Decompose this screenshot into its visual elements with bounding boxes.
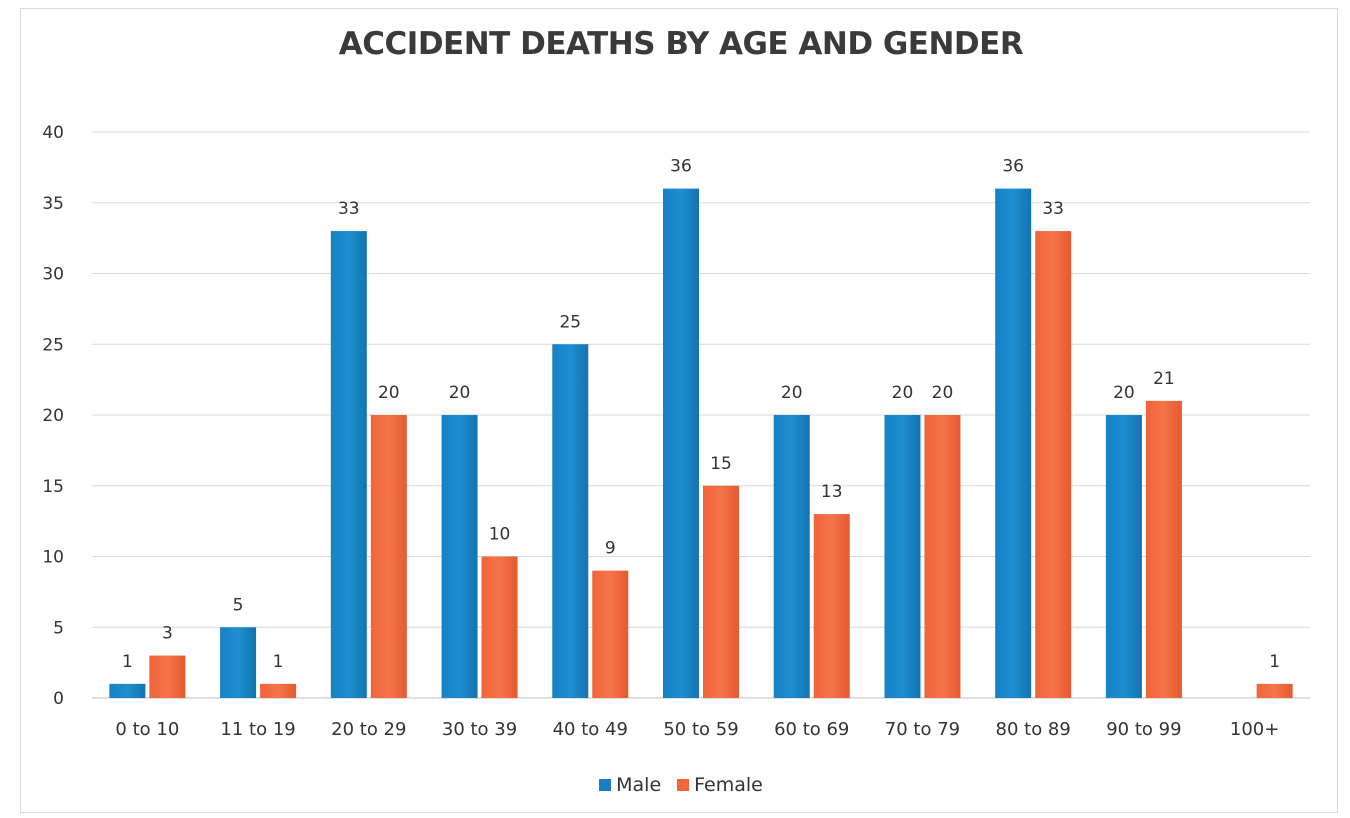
data-label-male: 33 xyxy=(338,199,360,219)
y-axis-tick-labels: 0 5 10 15 20 25 30 35 40 xyxy=(42,123,64,709)
bar-male xyxy=(109,683,146,698)
bar-female xyxy=(149,655,186,698)
data-label-female: 1 xyxy=(1269,652,1280,672)
data-label-male: 36 xyxy=(1002,157,1024,177)
y-tick-label: 0 xyxy=(53,689,64,709)
data-label-male: 25 xyxy=(559,312,581,332)
data-label-male: 20 xyxy=(1113,383,1135,403)
x-tick-label: 90 to 99 xyxy=(1106,719,1181,740)
y-tick-label: 25 xyxy=(42,335,64,355)
x-tick-label: 30 to 39 xyxy=(442,719,517,740)
legend: Male Female xyxy=(0,774,1350,796)
bar-male xyxy=(330,231,367,699)
y-tick-label: 35 xyxy=(42,194,64,214)
legend-item-female: Female xyxy=(677,774,763,796)
bar-male xyxy=(884,415,921,698)
bar-male xyxy=(995,188,1032,698)
x-tick-label: 60 to 69 xyxy=(774,719,849,740)
bar-female xyxy=(1035,231,1072,699)
data-label-male: 20 xyxy=(449,383,471,403)
data-label-female: 21 xyxy=(1153,369,1175,389)
bars xyxy=(109,188,1293,699)
y-tick-label: 5 xyxy=(53,618,64,638)
bar-female xyxy=(1256,683,1293,698)
legend-item-male: Male xyxy=(599,774,661,796)
x-tick-label: 70 to 79 xyxy=(885,719,960,740)
bar-male xyxy=(220,627,257,698)
x-axis-tick-labels: 0 to 10 11 to 19 20 to 29 30 to 39 40 to 49 5… xyxy=(115,719,1279,740)
data-label-female: 15 xyxy=(710,454,732,474)
bar-female xyxy=(370,415,407,698)
y-tick-label: 20 xyxy=(42,406,64,426)
legend-swatch-male xyxy=(599,779,612,791)
bar-male xyxy=(552,344,589,698)
bar-female xyxy=(481,556,518,698)
bar-female xyxy=(703,485,739,698)
data-label-male: 1 xyxy=(122,652,133,672)
y-tick-label: 30 xyxy=(42,265,64,285)
bar-male xyxy=(773,415,810,698)
bar-female xyxy=(592,570,629,698)
bar-male xyxy=(441,415,478,698)
data-label-male: 20 xyxy=(892,383,914,403)
y-tick-label: 40 xyxy=(42,123,64,143)
data-label-female: 13 xyxy=(821,482,843,502)
data-label-female: 10 xyxy=(489,525,511,545)
x-tick-label: 40 to 49 xyxy=(553,719,628,740)
x-tick-label: 11 to 19 xyxy=(220,719,295,740)
data-label-male: 20 xyxy=(781,383,803,403)
x-tick-label: 50 to 59 xyxy=(663,719,738,740)
bar-male xyxy=(663,188,699,698)
data-label-male: 5 xyxy=(233,595,244,615)
x-tick-label: 100+ xyxy=(1230,719,1279,740)
bar-female xyxy=(813,514,850,698)
bar-female xyxy=(260,683,297,698)
y-tick-label: 10 xyxy=(42,548,64,568)
data-label-female: 20 xyxy=(378,383,400,403)
y-tick-label: 15 xyxy=(42,477,64,497)
data-label-female: 20 xyxy=(932,383,954,403)
bar-male xyxy=(1105,415,1142,698)
data-label-female: 9 xyxy=(605,539,616,559)
x-tick-label: 80 to 89 xyxy=(996,719,1071,740)
x-tick-label: 20 to 29 xyxy=(331,719,406,740)
legend-label-male: Male xyxy=(616,774,662,796)
data-label-female: 1 xyxy=(273,652,284,672)
x-tick-label: 0 to 10 xyxy=(115,719,179,740)
bar-female xyxy=(924,415,961,698)
legend-label-female: Female xyxy=(694,774,763,796)
data-label-female: 33 xyxy=(1042,199,1064,219)
data-label-female: 3 xyxy=(162,624,173,644)
legend-swatch-female xyxy=(677,779,690,791)
chart-title: ACCIDENT DEATHS BY AGE AND GENDER xyxy=(338,26,1024,62)
bar-female xyxy=(1145,400,1182,698)
data-label-male: 36 xyxy=(670,157,692,177)
